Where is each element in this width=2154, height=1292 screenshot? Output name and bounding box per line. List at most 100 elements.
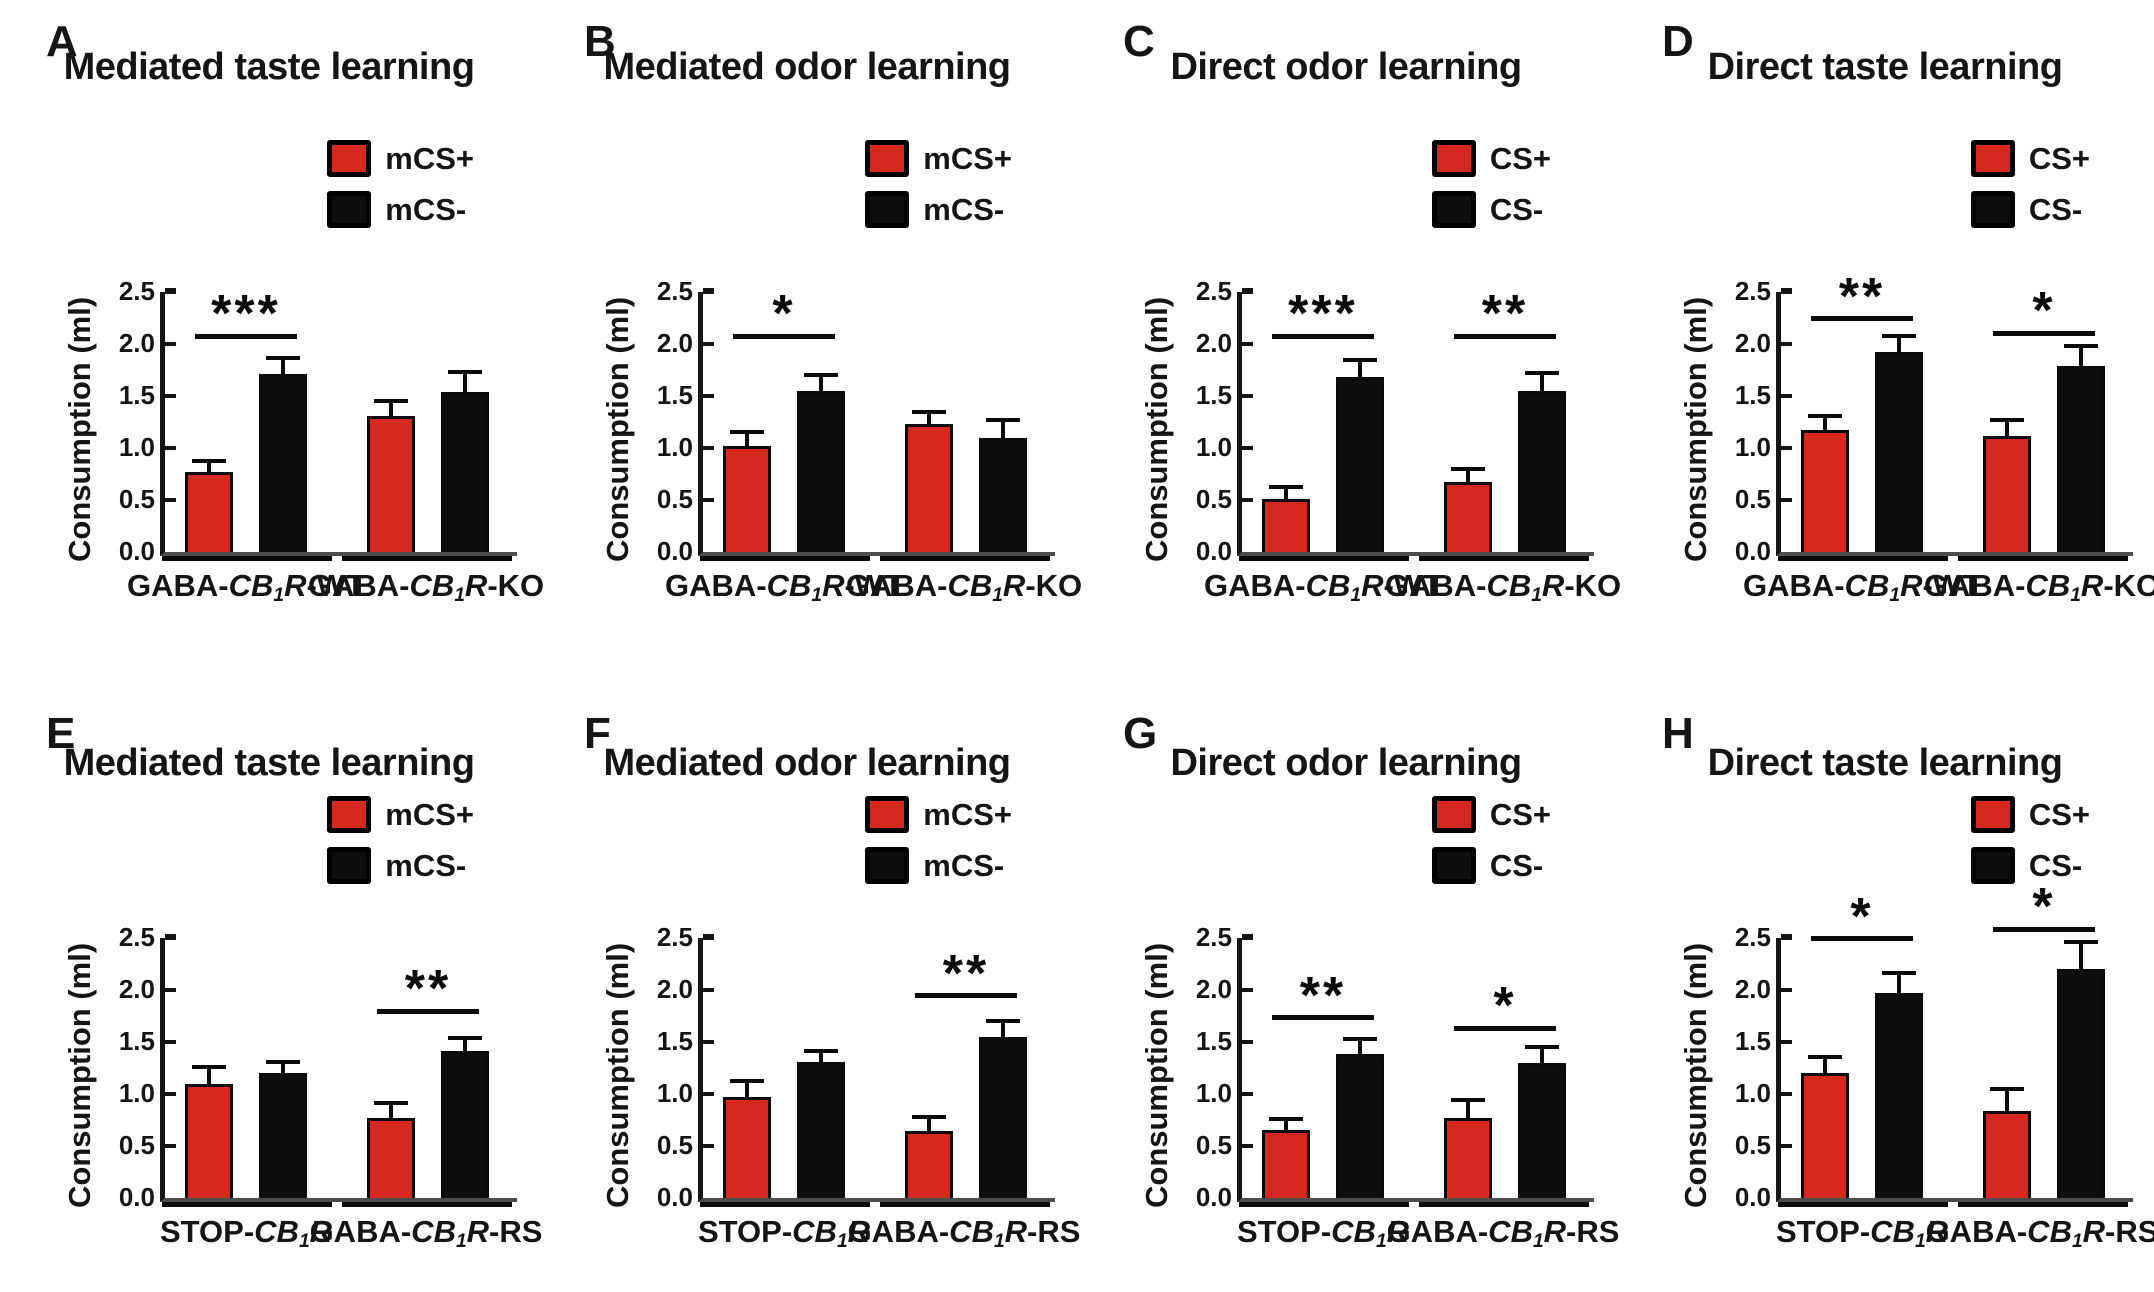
group-label-1: STOP-CB1R bbox=[160, 1214, 332, 1252]
gene-symbol: CB bbox=[411, 1214, 456, 1249]
legend: mCS+ mCS- bbox=[865, 796, 1012, 884]
error-bar-stem bbox=[1466, 470, 1470, 485]
cs-plus-swatch bbox=[327, 140, 372, 177]
group-underline-1 bbox=[162, 1202, 332, 1207]
panel-title: Mediated odor learning bbox=[603, 742, 1011, 784]
error-bar-stem bbox=[207, 462, 211, 474]
bar-cs-minus-group2 bbox=[979, 437, 1027, 552]
error-bar-cap bbox=[804, 373, 838, 378]
significance-stars-group1: ** bbox=[1838, 267, 1886, 326]
y-tick-label: 1.0 bbox=[118, 1078, 155, 1108]
error-bar-cap bbox=[1990, 1086, 2024, 1091]
y-tick-mark bbox=[703, 498, 714, 502]
y-tick-mark bbox=[1781, 498, 1792, 502]
error-bar-cap bbox=[1269, 1117, 1303, 1122]
legend-label: CS- bbox=[2028, 847, 2083, 883]
y-tick-label: 2.0 bbox=[1195, 974, 1232, 1004]
y-tick-label: 2.0 bbox=[1734, 974, 1771, 1004]
error-bar-stem bbox=[463, 1039, 467, 1054]
bar-cs-minus-group1 bbox=[259, 1073, 307, 1198]
gene-subscript: 1 bbox=[993, 1231, 1005, 1253]
group-label-1: GABA-CB1R-WT bbox=[1743, 568, 1981, 607]
y-tick-mark bbox=[165, 290, 176, 294]
error-bar-cap bbox=[1882, 971, 1916, 976]
panel-title: Mediated taste learning bbox=[63, 742, 475, 784]
group-label-2: GABA-CB1R-KO bbox=[308, 568, 544, 606]
cs-minus-swatch bbox=[865, 847, 910, 884]
plot-area: 0.0 0.5 1.0 1.5 2.0 2.5 ** bbox=[657, 924, 1055, 1210]
group-label-2: GABA-CB1R-RS bbox=[1926, 1214, 2154, 1252]
y-tick-mark bbox=[165, 936, 176, 940]
y-tick-mark bbox=[1781, 1092, 1792, 1096]
y-tick-label: 0.0 bbox=[1195, 536, 1232, 566]
y-axis-label: Consumption (ml) bbox=[1139, 296, 1174, 562]
bar-cs-minus-group2 bbox=[1518, 390, 1566, 552]
panel-title: Direct odor learning bbox=[1170, 742, 1522, 784]
y-tick-mark bbox=[165, 394, 176, 398]
y-tick-mark bbox=[1242, 936, 1253, 940]
significance-line-group1 bbox=[1272, 333, 1374, 339]
cs-minus-swatch bbox=[865, 191, 910, 228]
gene-symbol: CB bbox=[254, 1214, 299, 1249]
legend-label: CS- bbox=[1489, 191, 1544, 227]
y-tick-mark bbox=[165, 1092, 176, 1096]
error-bar-cap bbox=[1343, 1036, 1377, 1041]
plot-area: 0.0 0.5 1.0 1.5 2.0 2.5 ** bbox=[119, 924, 517, 1210]
group-label-prefix: GABA- bbox=[1923, 568, 2026, 603]
bar-cs-minus-group1 bbox=[1336, 377, 1384, 552]
error-bar-stem bbox=[1466, 1102, 1470, 1120]
gene-symbol-r: R bbox=[1900, 568, 1923, 603]
gene-symbol: CB bbox=[1870, 1214, 1915, 1249]
error-bar-cap bbox=[1451, 466, 1485, 471]
cs-minus-swatch bbox=[1431, 191, 1476, 228]
bar-cs-plus-group2 bbox=[905, 424, 953, 552]
y-tick-mark bbox=[1242, 1144, 1253, 1148]
chart-panel-E: E Mediated taste learning mCS+ mCS- Consu… bbox=[0, 646, 542, 1292]
group-label-prefix: GABA- bbox=[1743, 568, 1845, 603]
y-axis-label: Consumption (ml) bbox=[62, 296, 97, 562]
y-tick-label: 2.5 bbox=[656, 922, 693, 952]
gene-symbol: CB bbox=[1844, 568, 1890, 603]
group-label-prefix: GABA- bbox=[1384, 568, 1487, 603]
error-bar-stem bbox=[819, 1053, 823, 1064]
error-bar-stem bbox=[2005, 422, 2009, 438]
bar-cs-plus-group1 bbox=[723, 445, 771, 552]
y-tick-label: 1.5 bbox=[118, 1026, 155, 1056]
panel-title: Mediated taste learning bbox=[63, 46, 475, 88]
group-underline-1 bbox=[162, 556, 332, 561]
panel-letter: G bbox=[1123, 709, 1158, 758]
legend-label: CS- bbox=[2028, 191, 2083, 227]
y-tick-label: 0.0 bbox=[1195, 1182, 1232, 1212]
gene-subscript: 1 bbox=[1889, 585, 1901, 607]
chart-panel-A: A Mediated taste learning mCS+ mCS- Consu… bbox=[0, 0, 544, 646]
y-tick-mark bbox=[165, 498, 176, 502]
y-tick-label: 0.0 bbox=[118, 1182, 155, 1212]
error-bar-cap bbox=[2064, 344, 2098, 349]
y-tick-mark bbox=[165, 342, 176, 346]
error-bar-stem bbox=[1001, 1023, 1005, 1039]
panel-letter: F bbox=[584, 709, 611, 758]
panel-title: Direct taste learning bbox=[1707, 46, 2063, 88]
group-label-prefix: STOP- bbox=[1236, 1214, 1332, 1249]
group-label-suffix: -RS bbox=[1566, 1214, 1620, 1249]
plot-area: 0.0 0.5 1.0 1.5 2.0 2.5 * bbox=[657, 278, 1055, 564]
error-bar-cap bbox=[192, 458, 226, 463]
error-bar-stem bbox=[2005, 1090, 2009, 1113]
y-tick-label: 2.5 bbox=[1195, 922, 1232, 952]
error-bar-cap bbox=[374, 1101, 408, 1106]
group-underline-2 bbox=[1958, 1202, 2128, 1207]
cs-plus-swatch bbox=[327, 796, 372, 833]
group-label-suffix: -RS bbox=[489, 1214, 543, 1249]
legend-label: CS+ bbox=[1489, 140, 1551, 176]
legend-item-cs-plus: CS+ bbox=[1431, 140, 1551, 177]
y-tick-label: 2.5 bbox=[656, 276, 693, 306]
gene-symbol: CB bbox=[1488, 1214, 1533, 1249]
y-tick-label: 2.5 bbox=[1734, 276, 1771, 306]
error-bar-cap bbox=[1808, 413, 1842, 418]
legend-item-cs-minus: mCS- bbox=[327, 191, 474, 228]
y-tick-label: 1.5 bbox=[1734, 1026, 1771, 1056]
gene-symbol-r: R bbox=[1386, 1214, 1410, 1249]
error-bar-stem bbox=[1823, 1058, 1827, 1076]
legend-label: CS- bbox=[1489, 847, 1544, 883]
